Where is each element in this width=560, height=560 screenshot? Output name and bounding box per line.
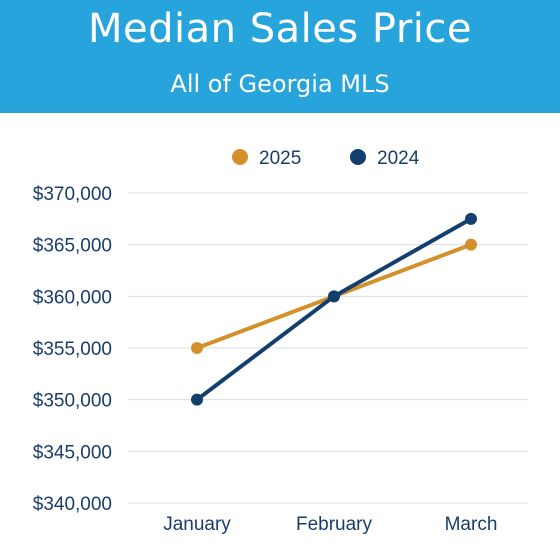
chart-title: Median Sales Price [88, 6, 472, 52]
header-banner: Median Sales Price All of Georgia MLS [0, 0, 560, 113]
x-tick-label: January [163, 514, 231, 535]
data-point-2025 [465, 238, 477, 251]
line-chart: $340,000 $345,000 $350,000 $355,000 $360,000… [33, 148, 528, 535]
data-point-2024 [191, 393, 203, 406]
data-point-2024 [465, 212, 477, 225]
legend-label-2024: 2024 [377, 148, 420, 169]
x-tick-label: February [296, 514, 373, 535]
legend-marker-2024 [350, 149, 366, 165]
y-tick-label: $340,000 [33, 494, 112, 515]
y-tick-label: $350,000 [33, 391, 112, 412]
y-tick-label: $360,000 [33, 287, 112, 308]
data-point-2025 [191, 342, 203, 354]
y-tick-label: $345,000 [33, 442, 112, 463]
data-point-2024 [328, 290, 340, 303]
y-tick-label: $355,000 [33, 339, 112, 360]
series-line-2024 [195, 216, 473, 402]
x-tick-label: March [445, 514, 498, 535]
legend-marker-2025 [232, 149, 248, 165]
y-tick-label: $370,000 [33, 184, 112, 205]
y-tick-label: $365,000 [33, 236, 112, 257]
legend-label-2025: 2025 [259, 148, 301, 169]
chart-subtitle: All of Georgia MLS [170, 70, 390, 98]
